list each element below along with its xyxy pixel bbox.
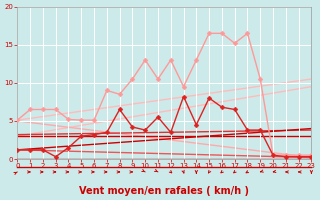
X-axis label: Vent moyen/en rafales ( km/h ): Vent moyen/en rafales ( km/h ): [79, 186, 249, 196]
